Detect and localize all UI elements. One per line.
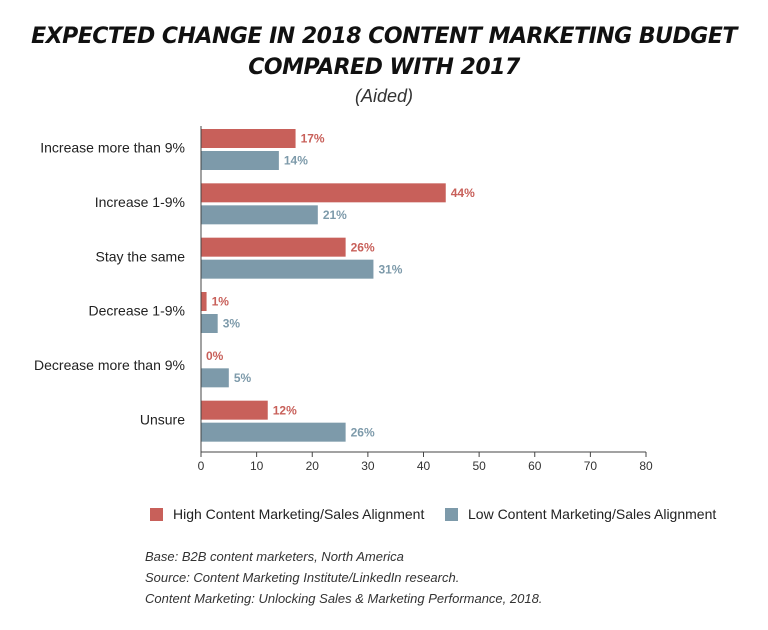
category-label: Increase more than 9% — [40, 140, 185, 156]
chart-subtitle: (Aided) — [354, 86, 414, 106]
x-tick-label: 70 — [584, 459, 598, 473]
legend-item-high: High Content Marketing/Sales Alignment — [150, 504, 424, 524]
footnote-publication: Content Marketing: Unlocking Sales & Mar… — [145, 591, 543, 606]
data-label-high: 44% — [451, 186, 475, 200]
x-tick-label: 80 — [639, 459, 653, 473]
bar-high — [201, 400, 268, 420]
category-label: Decrease more than 9% — [34, 357, 185, 373]
data-label-low: 3% — [223, 317, 241, 331]
data-label-low: 26% — [351, 425, 375, 439]
x-tick-label: 60 — [528, 459, 542, 473]
data-label-low: 5% — [234, 371, 252, 385]
data-label-low: 21% — [323, 208, 347, 222]
legend-swatch-high — [150, 507, 163, 521]
data-label-low: 31% — [378, 262, 402, 276]
data-label-high: 0% — [206, 349, 224, 363]
bar-low — [201, 422, 346, 442]
bar-chart: Increase more than 9% 17% 14% Increase 1-9%… — [34, 126, 653, 473]
data-label-low: 14% — [284, 154, 308, 168]
category-label: Increase 1-9% — [95, 194, 185, 210]
data-label-high: 26% — [351, 240, 375, 254]
x-tick-label: 10 — [250, 459, 264, 473]
bar-high — [201, 129, 296, 148]
legend-swatch-low — [445, 507, 458, 521]
footnote-base: Base: B2B content marketers, North Ameri… — [145, 549, 404, 564]
bar-low — [201, 205, 318, 225]
legend-label-high: High Content Marketing/Sales Alignment — [173, 506, 425, 522]
x-tick-label: 40 — [417, 459, 431, 473]
legend-label-low: Low Content Marketing/Sales Alignment — [468, 506, 717, 522]
chart-title-line1: EXPECTED CHANGE IN 2018 CONTENT MARKETIN… — [31, 24, 737, 49]
footnote-source: Source: Content Marketing Institute/Link… — [145, 570, 460, 585]
category-label: Stay the same — [96, 248, 186, 264]
bar-high — [201, 292, 207, 311]
bar-high — [201, 237, 346, 257]
bar-low — [201, 151, 279, 170]
bar-high — [201, 183, 446, 203]
category-label: Decrease 1-9% — [89, 303, 186, 319]
chart-title-line2: COMPARED WITH 2017 — [248, 55, 520, 80]
data-label-high: 1% — [212, 295, 230, 309]
x-tick-label: 30 — [361, 459, 375, 473]
bar-low — [201, 259, 374, 279]
bar-low — [201, 314, 218, 333]
bar-low — [201, 368, 229, 388]
data-label-high: 17% — [301, 132, 325, 146]
x-tick-label: 50 — [472, 459, 486, 473]
data-label-high: 12% — [273, 403, 297, 417]
x-tick-label: 0 — [198, 459, 205, 473]
legend-item-low: Low Content Marketing/Sales Alignment — [445, 504, 716, 524]
x-tick-label: 20 — [306, 459, 320, 473]
category-label: Unsure — [140, 411, 185, 427]
